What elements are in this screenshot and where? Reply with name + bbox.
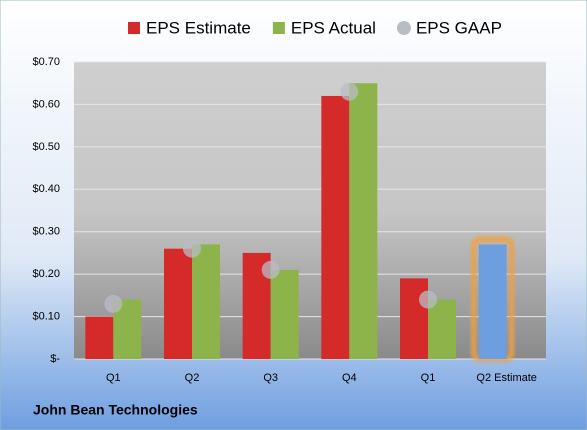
y-tick-label: $0.20: [32, 268, 60, 280]
gaap-marker: [340, 82, 359, 101]
bar: [478, 244, 507, 359]
legend-label: EPS GAAP: [416, 18, 502, 37]
gaap-marker: [104, 294, 123, 313]
legend-label: EPS Actual: [291, 18, 376, 37]
gaap-marker: [183, 239, 201, 258]
plot-area: [74, 62, 546, 359]
y-tick-label: $0.50: [32, 141, 60, 153]
bar: [270, 269, 299, 359]
y-tick-label: $0.10: [32, 310, 60, 322]
gaap-marker: [419, 290, 437, 309]
bar: [164, 248, 192, 359]
x-tick-label: Q4: [342, 372, 357, 384]
legend-marker: [272, 22, 285, 34]
x-tick-label: Q2: [185, 372, 200, 384]
y-tick-label: $0.70: [32, 56, 60, 68]
y-tick-label: $0.60: [32, 98, 60, 110]
bar: [428, 299, 456, 359]
bar: [400, 278, 428, 359]
x-tick-label: Q1: [421, 372, 436, 384]
y-tick-label: $0.30: [32, 226, 60, 238]
bar: [349, 83, 378, 359]
y-tick-label: $-: [50, 353, 60, 365]
y-tick-label: $0.40: [32, 183, 60, 195]
bar: [321, 95, 350, 359]
chart-title: John Bean Technologies: [33, 402, 198, 418]
legend-label: EPS Estimate: [146, 18, 251, 37]
legend-marker: [128, 22, 140, 34]
gaap-marker: [261, 260, 280, 279]
bar: [192, 244, 220, 359]
x-tick-label: Q2 Estimate: [476, 372, 537, 384]
x-tick-label: Q1: [106, 372, 121, 384]
legend-marker: [396, 21, 411, 35]
x-tick-label: Q3: [263, 372, 278, 384]
bar: [85, 316, 114, 359]
